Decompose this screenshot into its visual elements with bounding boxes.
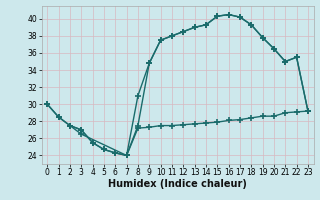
X-axis label: Humidex (Indice chaleur): Humidex (Indice chaleur) <box>108 179 247 189</box>
